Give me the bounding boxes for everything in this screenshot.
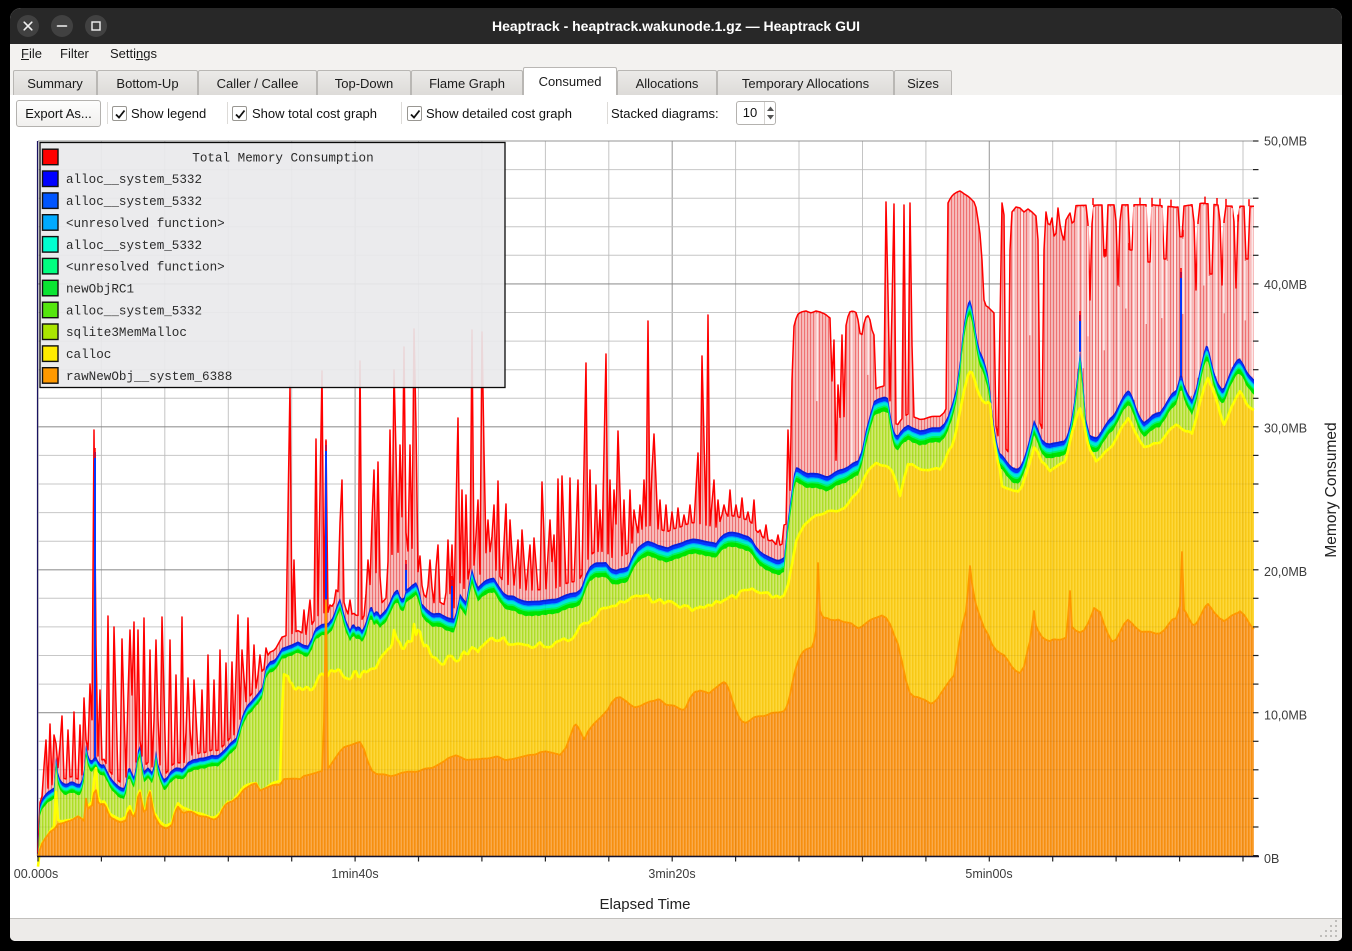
svg-text:5min00s: 5min00s — [965, 867, 1012, 881]
svg-text:0B: 0B — [1264, 852, 1279, 866]
svg-text:Memory Consumed: Memory Consumed — [1323, 422, 1340, 557]
svg-text:<unresolved function>: <unresolved function> — [66, 217, 225, 231]
svg-text:<unresolved function>: <unresolved function> — [66, 261, 225, 275]
svg-text:alloc__system_5332: alloc__system_5332 — [66, 195, 202, 209]
svg-text:alloc__system_5332: alloc__system_5332 — [66, 173, 202, 187]
svg-text:Elapsed Time: Elapsed Time — [600, 896, 691, 913]
svg-text:3min20s: 3min20s — [648, 867, 695, 881]
svg-text:alloc__system_5332: alloc__system_5332 — [66, 304, 202, 318]
svg-text:40,0MB: 40,0MB — [1264, 278, 1307, 292]
svg-text:10,0MB: 10,0MB — [1264, 708, 1307, 722]
svg-text:50,0MB: 50,0MB — [1264, 135, 1307, 149]
svg-text:30,0MB: 30,0MB — [1264, 421, 1307, 435]
svg-text:20,0MB: 20,0MB — [1264, 565, 1307, 579]
svg-text:newObjRC1: newObjRC1 — [66, 283, 134, 297]
svg-text:Total Memory Consumption: Total Memory Consumption — [192, 151, 373, 165]
svg-text:00.000s: 00.000s — [14, 867, 58, 881]
svg-text:1min40s: 1min40s — [331, 867, 378, 881]
svg-text:calloc: calloc — [66, 348, 111, 362]
svg-text:alloc__system_5332: alloc__system_5332 — [66, 239, 202, 253]
svg-text:rawNewObj__system_6388: rawNewObj__system_6388 — [66, 370, 232, 384]
svg-text:sqlite3MemMalloc: sqlite3MemMalloc — [66, 326, 187, 340]
